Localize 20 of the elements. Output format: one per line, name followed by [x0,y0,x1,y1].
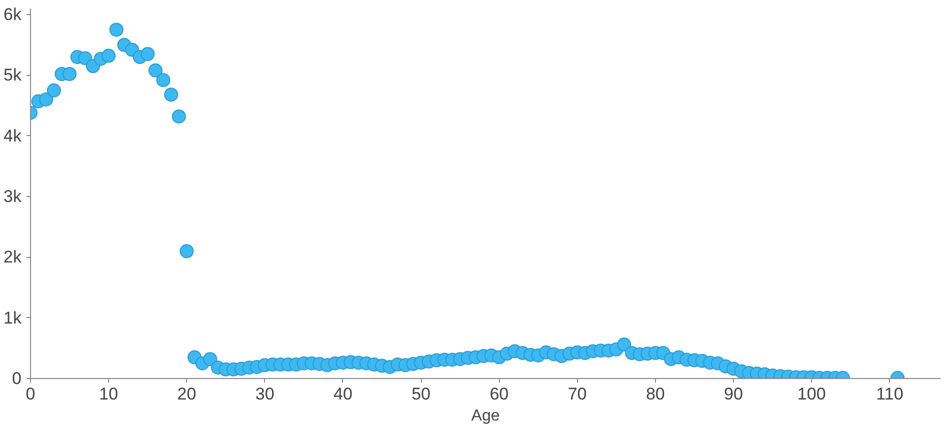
x-tick-label: 80 [646,384,665,404]
y-tick-label: 5k [4,66,22,85]
x-tick-label: 90 [724,384,743,404]
y-tick-label: 6k [4,5,22,24]
x-tick-label: 100 [797,384,826,404]
x-tick-label: 30 [255,384,274,404]
x-tick-label: 70 [568,384,587,404]
x-axis-title: Age [471,408,500,424]
x-tick-label: 40 [333,384,352,404]
y-tick-label: 2k [4,248,22,267]
y-tick-label: 3k [4,187,22,206]
y-tick-label: 4k [4,126,22,146]
x-tick-label: 60 [490,384,509,404]
x-tick-label: 10 [99,384,118,404]
y-tick-label: 0 [12,369,22,388]
y-tick-label: 1k [4,308,22,328]
x-tick-label: 20 [177,384,196,404]
x-tick-label: 50 [412,384,431,404]
x-tick-label: 0 [26,384,36,404]
x-tick-label: 110 [876,384,904,404]
